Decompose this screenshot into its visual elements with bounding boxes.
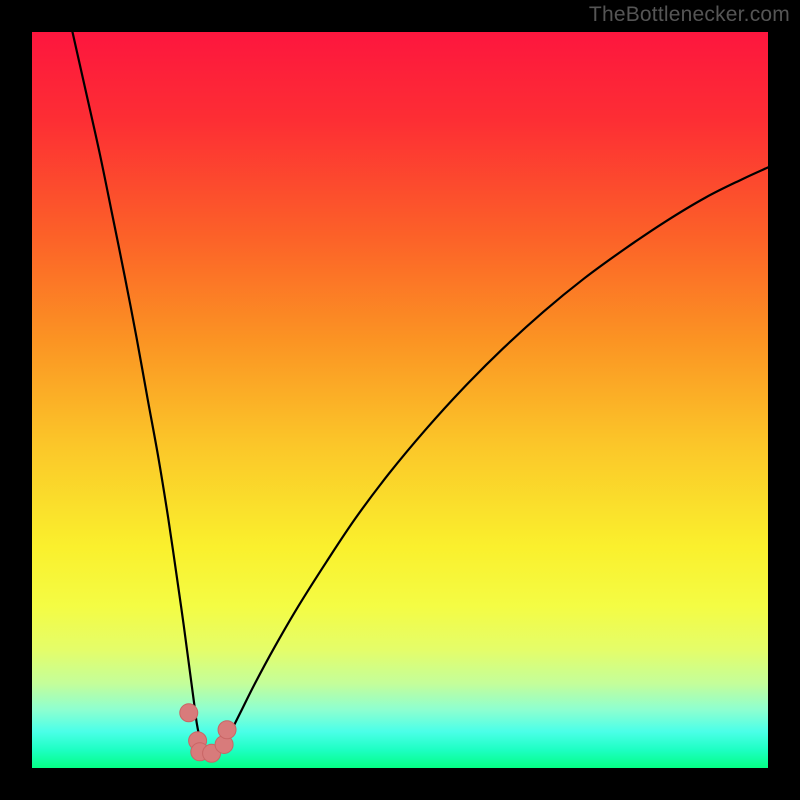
data-marker [180, 704, 198, 722]
frame-border-left [0, 0, 32, 800]
chart-background [32, 32, 768, 768]
watermark-text: TheBottlenecker.com [589, 3, 790, 27]
chart-plot-area [32, 32, 768, 768]
frame-border-right [768, 0, 800, 800]
chart-svg [32, 32, 768, 768]
frame-border-bottom [0, 768, 800, 800]
data-marker [218, 721, 236, 739]
